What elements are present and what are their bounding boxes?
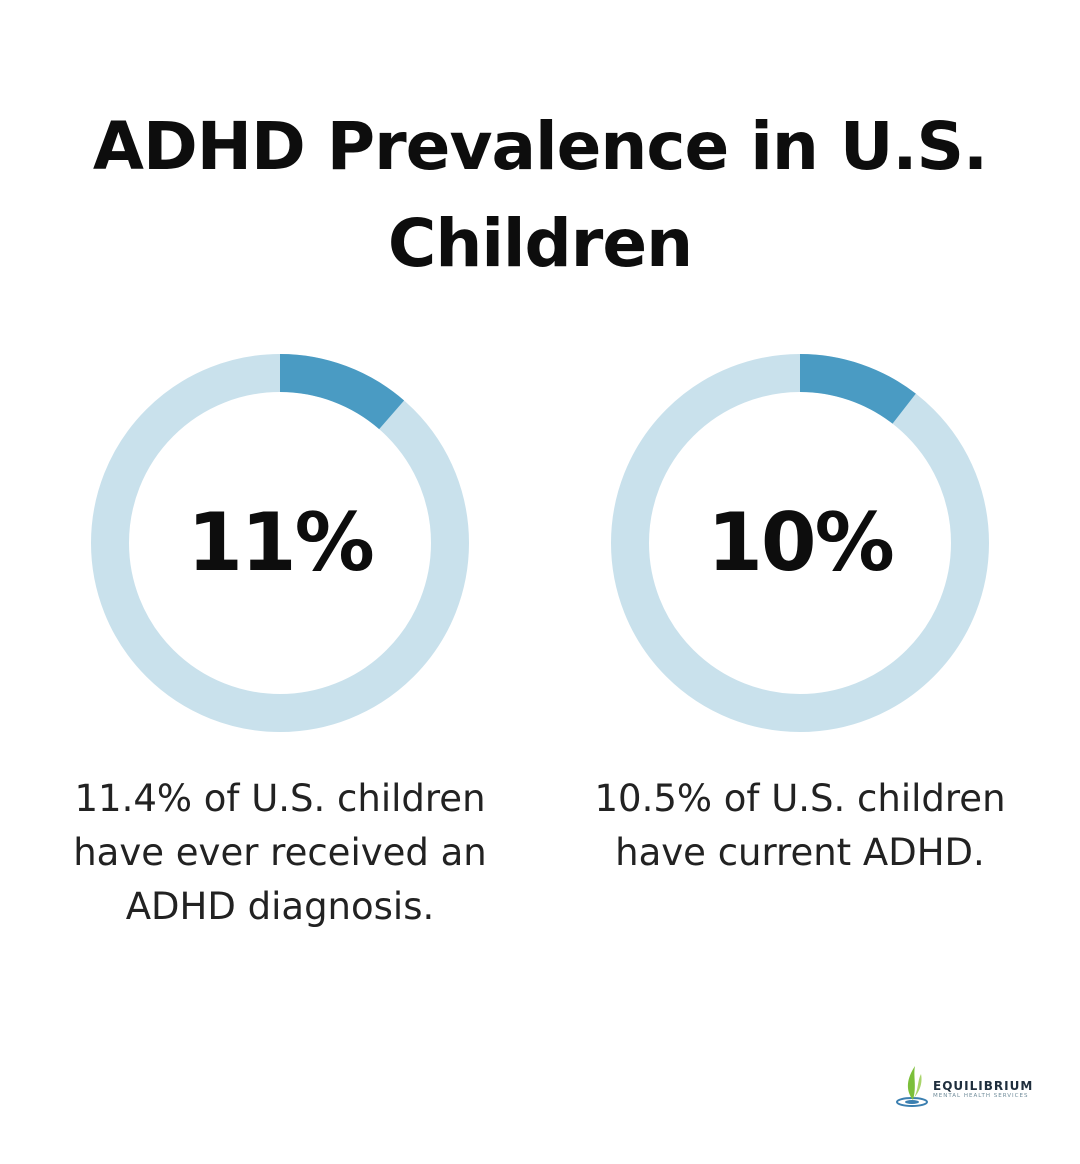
donut-chart-1: 11% bbox=[90, 352, 470, 734]
chart-title: ADHD Prevalence in U.S. Children bbox=[92, 108, 988, 282]
leaf-icon bbox=[896, 1066, 928, 1107]
donut-chart-2: 10% bbox=[610, 352, 990, 734]
logo-name: EQUILIBRIUM bbox=[933, 1079, 1034, 1093]
donut-value-arc-2 bbox=[800, 354, 916, 424]
donut-caption-2: 10.5% of U.S. children have current ADHD… bbox=[594, 777, 1006, 874]
donut-svg-2 bbox=[611, 354, 989, 732]
logo-tagline: MENTAL HEALTH SERVICES bbox=[933, 1093, 1029, 1099]
donut-svg-1 bbox=[91, 354, 469, 732]
donut-center-label-1: 11% bbox=[187, 496, 374, 589]
brand-logo: EQUILIBRIUM MENTAL HEALTH SERVICES bbox=[893, 1058, 1033, 1110]
donut-caption-1: 11.4% of U.S. children have ever receive… bbox=[73, 777, 487, 928]
donut-center-label-2: 10% bbox=[707, 496, 894, 589]
donut-value-arc-1 bbox=[280, 354, 405, 430]
